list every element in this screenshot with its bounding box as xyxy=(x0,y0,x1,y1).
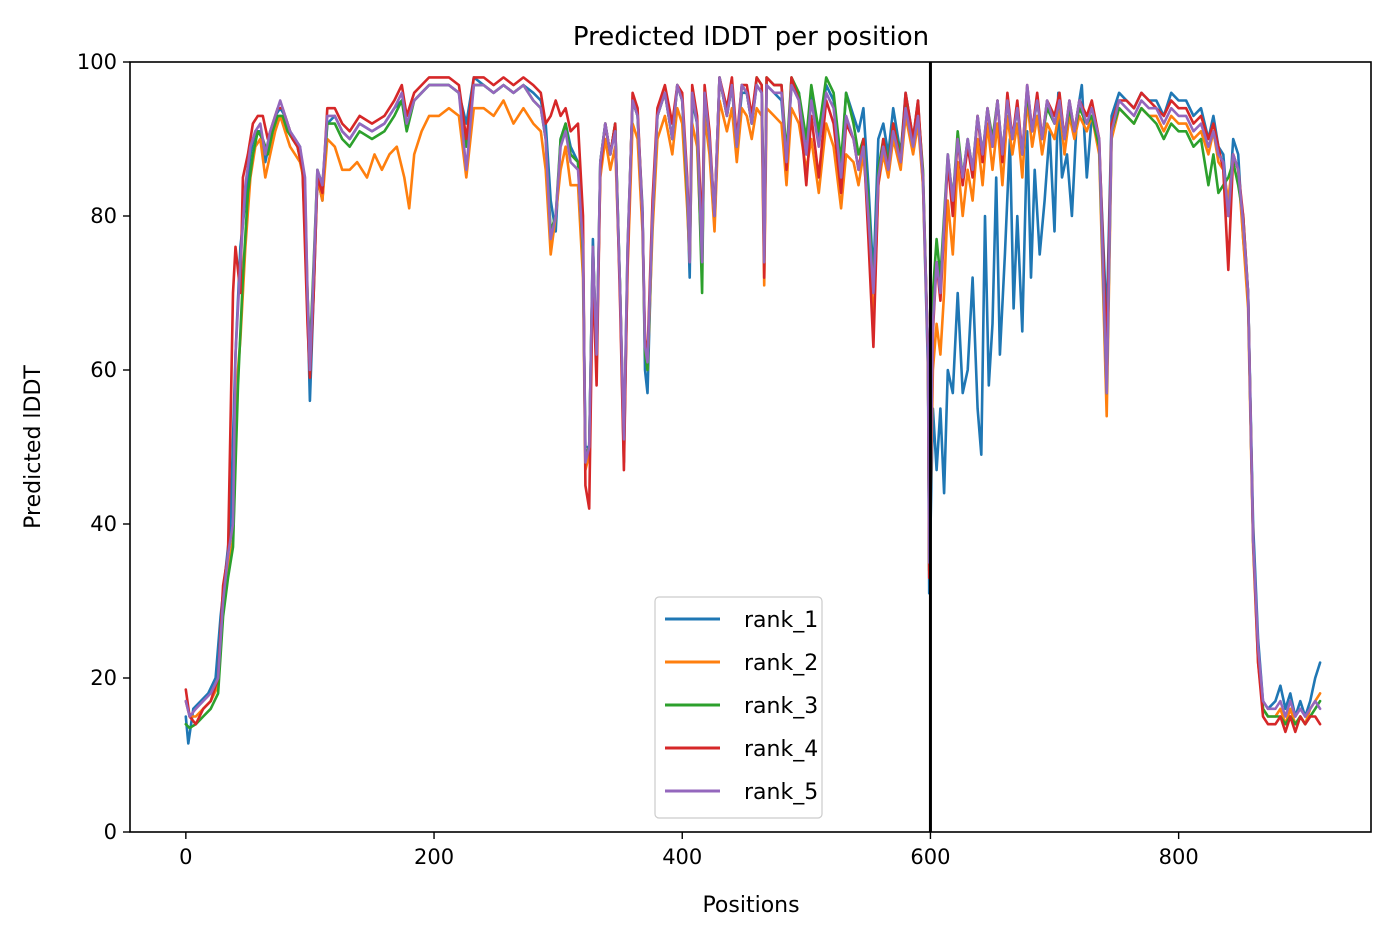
y-tick-label: 100 xyxy=(77,50,117,74)
legend-label-rank_2: rank_2 xyxy=(744,651,818,676)
legend-label-rank_3: rank_3 xyxy=(744,694,818,719)
y-tick-label: 40 xyxy=(90,512,117,536)
y-axis: 0 20 40 60 80 100 xyxy=(77,50,130,844)
legend: rank_1 rank_2 rank_3 rank_4 rank_5 xyxy=(654,596,823,819)
x-axis: 0 200 400 600 800 xyxy=(179,832,1199,869)
x-tick-label: 800 xyxy=(1159,845,1199,869)
y-tick-label: 80 xyxy=(90,204,117,228)
series-layer xyxy=(184,76,1322,745)
y-tick-label: 60 xyxy=(90,358,117,382)
legend-label-rank_1: rank_1 xyxy=(744,608,818,633)
series-line-rank_5 xyxy=(184,76,1322,718)
legend-box xyxy=(654,596,823,819)
legend-label-rank_5: rank_5 xyxy=(744,780,818,805)
y-axis-title: Predicted lDDT xyxy=(21,365,46,529)
x-tick-label: 600 xyxy=(910,845,950,869)
y-tick-label: 0 xyxy=(104,820,117,844)
x-tick-label: 400 xyxy=(662,845,702,869)
x-tick-label: 200 xyxy=(414,845,454,869)
chart-title: Predicted lDDT per position xyxy=(573,22,929,52)
plot-frame xyxy=(129,61,1372,833)
legend-label-rank_4: rank_4 xyxy=(744,737,818,762)
x-axis-title: Positions xyxy=(702,893,799,918)
y-tick-label: 20 xyxy=(90,666,117,690)
x-tick-label: 0 xyxy=(179,845,192,869)
